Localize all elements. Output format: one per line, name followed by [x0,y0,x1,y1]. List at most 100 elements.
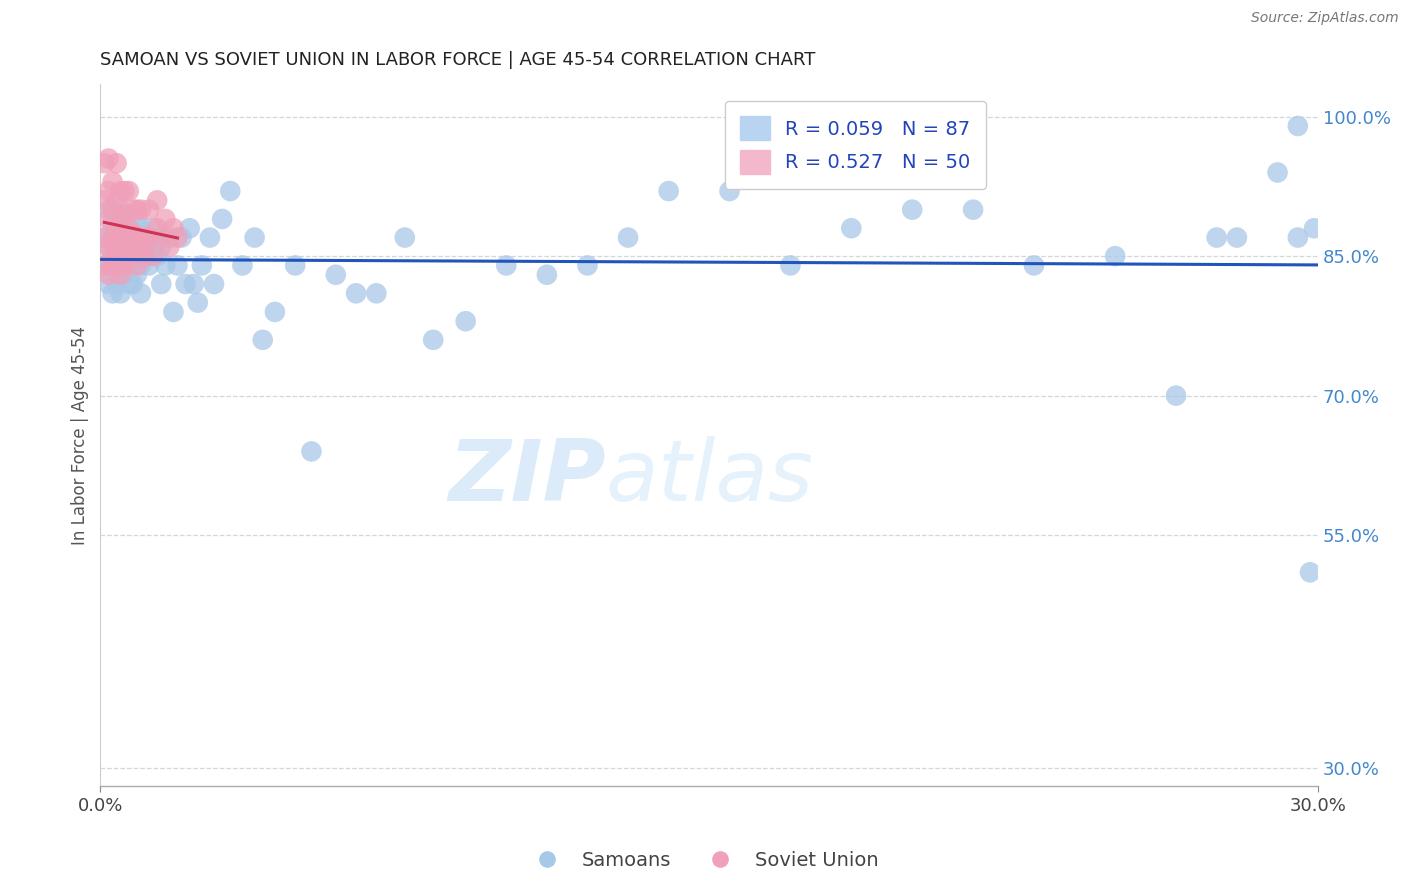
Point [93,194,115,208]
Point [121,226,143,240]
Point [1286,230,1309,244]
Point [105,259,128,273]
Point [129,202,152,217]
Point [101,230,124,244]
Point [105,194,128,208]
Point [101,230,124,244]
Point [134,249,156,263]
Point [125,202,148,217]
Point [114,211,136,226]
Point [394,230,416,244]
Point [93,156,115,170]
Point [101,249,124,263]
Point [97,152,120,166]
Point [134,249,156,263]
Point [536,268,558,282]
Point [191,259,214,273]
Point [839,221,862,235]
Point [179,221,201,235]
Point [97,240,120,254]
Point [105,221,128,235]
Point [162,221,184,235]
Point [105,240,128,254]
Point [110,184,132,198]
Point [110,259,132,273]
Point [114,240,136,254]
Point [129,240,152,254]
Point [118,184,141,198]
Text: ZIP: ZIP [449,436,606,519]
Point [129,240,152,254]
Point [617,230,640,244]
Point [97,240,120,254]
Point [658,184,681,198]
Point [157,230,180,244]
Point [162,305,184,319]
Point [134,230,156,244]
Point [155,211,177,226]
Point [1267,165,1289,179]
Point [1299,566,1322,580]
Point [125,240,148,254]
Point [1205,230,1227,244]
Point [97,277,120,291]
Point [344,286,367,301]
Point [110,230,132,244]
Point [150,277,173,291]
Point [325,268,347,282]
Point [101,259,124,273]
Point [243,230,266,244]
Point [1164,389,1187,403]
Point [166,259,188,273]
Point [138,202,160,217]
Point [301,444,323,458]
Point [118,249,141,263]
Point [110,211,132,226]
Point [110,268,132,282]
Point [718,184,741,198]
Point [114,259,136,273]
Point [219,184,242,198]
Point [125,259,148,273]
Point [125,230,148,244]
Point [93,230,115,244]
Point [155,259,177,273]
Point [576,259,599,273]
Point [1104,249,1126,263]
Text: atlas: atlas [606,436,814,519]
Point [1226,230,1249,244]
Point [118,249,141,263]
Point [138,230,160,244]
Point [97,202,120,217]
Point [198,230,221,244]
Point [101,259,124,273]
Point [174,277,197,291]
Point [114,207,136,221]
Point [1303,221,1326,235]
Point [264,305,287,319]
Point [93,230,115,244]
Point [231,259,253,273]
Point [125,211,148,226]
Point [146,221,169,235]
Point [129,286,152,301]
Point [284,259,307,273]
Point [105,277,128,291]
Point [150,240,173,254]
Point [142,249,165,263]
Point [129,259,152,273]
Point [170,230,193,244]
Point [146,249,169,263]
Point [93,259,115,273]
Legend: R = 0.059   N = 87, R = 0.527   N = 50: R = 0.059 N = 87, R = 0.527 N = 50 [725,101,986,189]
Point [101,286,124,301]
Point [101,217,124,231]
Point [157,240,180,254]
Point [93,259,115,273]
Point [110,230,132,244]
Point [110,202,132,217]
Point [142,221,165,235]
Text: Source: ZipAtlas.com: Source: ZipAtlas.com [1251,11,1399,25]
Point [118,277,141,291]
Point [252,333,274,347]
